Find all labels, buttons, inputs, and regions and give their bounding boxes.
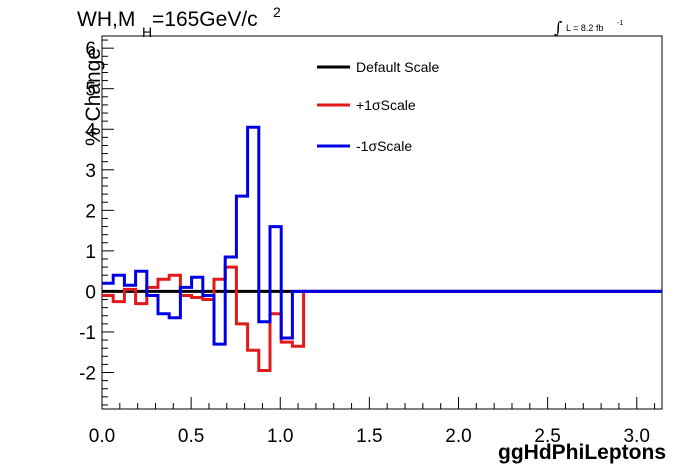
x-tick-label: 0.0	[89, 426, 115, 447]
luminosity-label: L = 8.2 fb	[566, 23, 603, 33]
y-tick-label: 4	[85, 120, 96, 141]
x-axis-ticks: 0.0 0.5 1.0 1.5 2.0 2.5 3.0	[89, 397, 656, 447]
series-line-plus1sigma	[102, 265, 662, 372]
chart-title-rest: =165GeV/c	[152, 8, 258, 31]
legend-label-plus1sigma: +1σScale	[356, 97, 416, 113]
legend-label-minus1sigma: -1σScale	[356, 138, 412, 154]
chart-title-subscript: H	[142, 24, 152, 40]
series-line-minus1sigma	[102, 125, 662, 346]
y-tick-label: 5	[85, 80, 96, 101]
x-tick-label: 3.0	[624, 426, 650, 447]
y-tick-label: 3	[85, 161, 96, 182]
x-tick-label: 0.5	[178, 426, 204, 447]
x-tick-label: 2.5	[534, 426, 560, 447]
y-axis-ticks: -2 -1 0 1 2 3 4 5 6	[79, 39, 114, 406]
chart-title-main: WH,M	[77, 8, 135, 31]
y-tick-label: 6	[85, 39, 96, 60]
x-axis-title: ggHdPhiLeptons	[498, 441, 666, 464]
y-tick-label: 2	[85, 201, 96, 222]
chart-title-superscript: 2	[273, 4, 281, 20]
legend: Default Scale +1σScale -1σScale	[317, 59, 439, 154]
x-tick-label: 1.0	[267, 426, 293, 447]
series-layer	[102, 125, 662, 372]
y-tick-label: 0	[85, 282, 96, 303]
x-tick-label: 2.0	[445, 426, 471, 447]
y-axis-title: % Change	[82, 48, 105, 146]
x-tick-label: 1.5	[356, 426, 382, 447]
y-tick-label: -2	[79, 364, 96, 385]
y-tick-label: -1	[79, 323, 96, 344]
integral-sign: ∫	[554, 18, 562, 37]
luminosity-unit-superscript: -1	[617, 20, 623, 27]
legend-label-default: Default Scale	[356, 59, 439, 75]
y-tick-label: 1	[85, 242, 96, 263]
plot-frame	[101, 35, 663, 410]
